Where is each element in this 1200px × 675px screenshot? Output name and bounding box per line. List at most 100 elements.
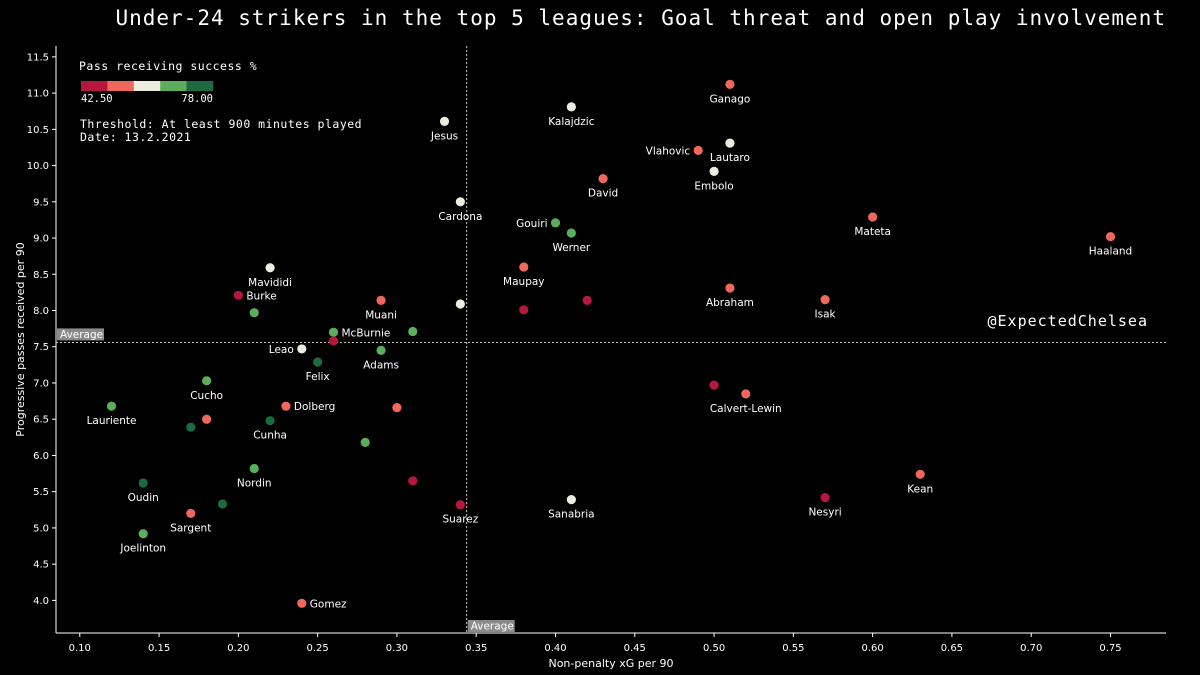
data-point (376, 295, 386, 305)
x-tick-label: 0.45 (624, 643, 646, 654)
point-label: Cardona (438, 211, 482, 223)
x-tick-label: 0.65 (941, 643, 963, 654)
data-point (408, 326, 418, 337)
point-label: Werner (552, 242, 590, 254)
colorbar-min-label: 42.50 (81, 93, 113, 105)
y-tick-label: 5.0 (33, 523, 49, 534)
y-axis-label: Progressive passes received per 90 (14, 242, 27, 436)
data-point (915, 469, 925, 479)
data-point (202, 414, 212, 424)
colorbar-segment (107, 81, 135, 91)
y-tick-label: 4.5 (33, 560, 49, 571)
point-label: Sargent (170, 522, 211, 534)
point-label: McBurnie (342, 327, 391, 339)
point-label: Muani (365, 309, 397, 321)
average-x-badge (467, 620, 515, 632)
data-point (138, 529, 148, 539)
x-tick-label: 0.25 (307, 643, 329, 654)
data-point (868, 212, 878, 222)
point-label: Adams (363, 359, 399, 371)
data-point (439, 116, 450, 126)
point-label: Kalajdzic (548, 116, 594, 128)
y-tick-label: 9.0 (33, 234, 49, 245)
data-point (376, 345, 386, 355)
watermark-text: @ExpectedChelsea (988, 312, 1149, 330)
data-point (709, 380, 719, 390)
data-point (566, 102, 576, 112)
data-point (281, 401, 291, 411)
data-point (709, 166, 719, 176)
point-label: Dolberg (294, 401, 335, 413)
data-point (598, 174, 608, 184)
x-tick-label: 0.70 (1020, 643, 1042, 654)
data-point (249, 308, 259, 318)
point-label: Gomez (310, 598, 347, 610)
data-points: Haaland Ganago Kalajdzic Jesus Vlahovic Lauta… (87, 79, 1132, 610)
colorbar-max-label: 78.00 (181, 93, 213, 105)
x-tick-label: 0.15 (148, 643, 170, 654)
data-point (1105, 231, 1116, 242)
axes: 0.10 0.15 0.20 0.25 0.30 0.35 0.40 0.45 0.50 0.55… (14, 46, 1166, 670)
data-point (106, 401, 117, 411)
data-point (519, 262, 529, 272)
x-tick-label: 0.30 (386, 643, 408, 654)
point-label: Sanabria (548, 509, 595, 521)
point-label: Isak (815, 309, 837, 321)
y-tick-label: 5.5 (33, 487, 49, 498)
y-tick-label: 6.0 (33, 451, 49, 462)
x-tick-label: 0.40 (544, 643, 566, 654)
data-point (265, 416, 275, 426)
data-point (217, 499, 228, 509)
point-label: Embolo (694, 180, 733, 192)
point-label: Burke (246, 290, 276, 302)
data-point (186, 422, 196, 432)
average-y-badge (57, 328, 104, 341)
point-label: Abraham (706, 297, 754, 309)
data-point (297, 344, 307, 354)
x-tick-label: 0.20 (227, 643, 249, 654)
point-label: Gouiri (516, 218, 547, 230)
data-point (265, 263, 275, 273)
data-point (392, 403, 402, 413)
point-label: Suarez (442, 514, 478, 526)
point-label: Felix (306, 371, 330, 383)
y-tick-label: 6.5 (33, 415, 49, 426)
point-label: Lauriente (87, 415, 137, 427)
point-label: Lautaro (710, 152, 750, 164)
y-tick-label: 9.5 (33, 197, 49, 208)
data-point (725, 283, 735, 293)
y-tick-label: 8.5 (33, 270, 49, 281)
point-label: David (588, 188, 618, 200)
x-tick-label: 0.75 (1099, 643, 1121, 654)
data-point (297, 598, 307, 608)
x-tick-label: 0.60 (862, 643, 884, 654)
x-tick-label: 0.10 (69, 643, 91, 654)
colorbar-segment (160, 81, 187, 91)
data-point (725, 138, 735, 148)
chart-title: Under-24 strikers in the top 5 leagues: … (115, 6, 1166, 30)
data-point (202, 376, 212, 386)
date-note: Date: 13.2.2021 (80, 130, 191, 144)
colorbar-title: Pass receiving success % (79, 59, 257, 73)
point-label: Cunha (253, 430, 287, 442)
data-point (138, 478, 148, 488)
data-point (455, 197, 465, 207)
data-point (693, 145, 703, 155)
colorbar-segment (186, 81, 214, 91)
colorbar-segment (133, 81, 161, 91)
data-point (313, 357, 323, 367)
data-point (566, 228, 576, 238)
point-label: Mateta (854, 226, 891, 238)
colorbar-legend: Pass receiving success % 42.50 78.00 Thresh… (79, 59, 362, 144)
y-tick-label: 7.5 (33, 342, 49, 353)
point-label: Jesus (430, 130, 458, 142)
point-label: Ganago (710, 93, 751, 105)
data-point (328, 327, 339, 337)
point-label: Haaland (1089, 246, 1132, 258)
point-label: Leao (269, 344, 294, 356)
data-point (741, 389, 751, 399)
data-point (186, 508, 196, 519)
data-point (360, 437, 370, 448)
data-point (820, 295, 830, 305)
